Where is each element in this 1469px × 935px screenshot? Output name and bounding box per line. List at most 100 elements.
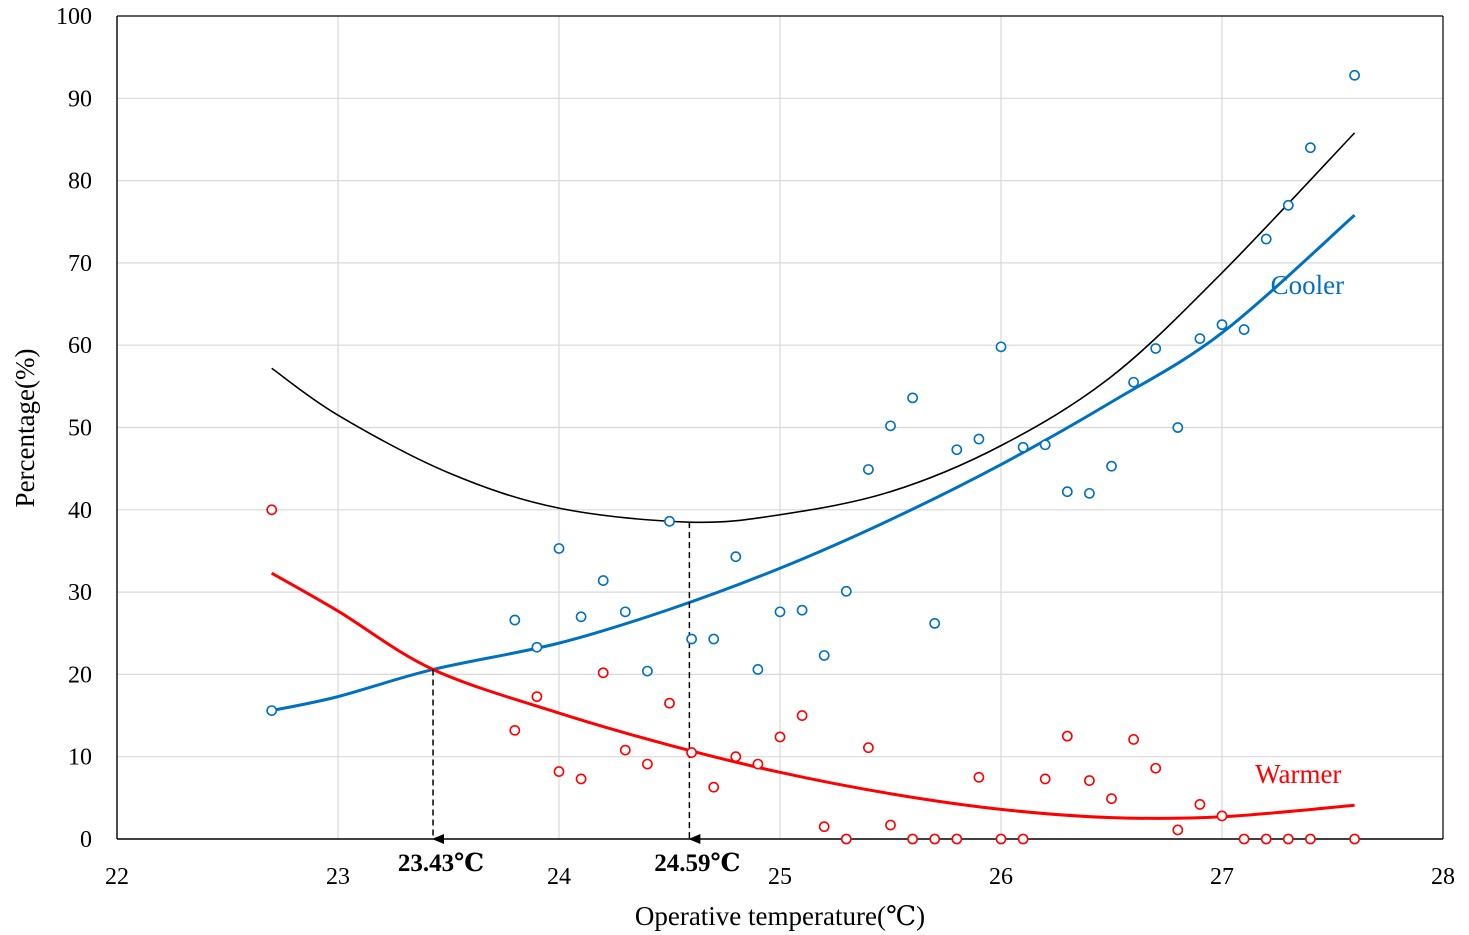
grid xyxy=(117,16,1443,839)
warmer-data-point xyxy=(863,742,874,754)
cooler-data-point xyxy=(973,433,985,445)
warmer-data-point xyxy=(1061,730,1073,742)
y-tick-label: 0 xyxy=(80,827,92,853)
warmer-data-point xyxy=(929,833,941,845)
cooler-data-point xyxy=(885,420,896,432)
cooler-data-point xyxy=(863,464,874,475)
warmer-data-point xyxy=(796,710,808,721)
cooler-data-point xyxy=(1039,439,1051,451)
warmer-data-point xyxy=(752,758,764,770)
cooler-data-point xyxy=(509,614,521,626)
cooler-data-point xyxy=(1128,376,1139,388)
warmer-data-point xyxy=(973,771,985,783)
annotation-label: 23.43℃ xyxy=(398,850,484,877)
y-tick-label: 80 xyxy=(68,169,92,195)
cooler-data-point xyxy=(1106,460,1117,472)
warmer-data-point xyxy=(575,773,587,785)
y-tick-label: 50 xyxy=(68,416,92,442)
x-tick-label: 25 xyxy=(768,864,792,890)
x-tick-label: 28 xyxy=(1431,864,1455,890)
y-tick-label: 20 xyxy=(68,662,92,688)
warmer-data-point xyxy=(531,691,543,703)
warmer-data-point xyxy=(1150,762,1162,774)
cooler-data-point xyxy=(730,551,742,563)
x-tick-label: 26 xyxy=(989,864,1013,890)
warmer-data-point xyxy=(885,819,896,831)
warmer-data-point xyxy=(730,751,742,763)
warmer-data-point xyxy=(1282,833,1294,845)
data-points xyxy=(266,69,1360,845)
x-tick-label: 24 xyxy=(547,864,571,890)
cooler-data-point xyxy=(907,392,918,404)
y-tick-label: 40 xyxy=(68,498,92,524)
cooler-data-point xyxy=(818,650,830,661)
warmer-data-point xyxy=(1128,734,1139,745)
cooler-data-point xyxy=(1260,233,1272,245)
warmer-data-point xyxy=(951,833,963,845)
warmer-data-point xyxy=(664,697,675,709)
cooler-data-point xyxy=(266,705,278,717)
warmer-data-point xyxy=(708,781,720,793)
cooler-data-point xyxy=(1172,422,1184,433)
cooler-data-point xyxy=(1150,343,1162,354)
cooler-data-point xyxy=(664,515,675,527)
y-tick-label: 90 xyxy=(68,86,92,112)
warmer-data-point xyxy=(1172,824,1184,836)
warmer-data-point xyxy=(1017,833,1029,845)
cooler-data-point xyxy=(1061,486,1073,498)
series-labels: Cooler Warmer xyxy=(1255,270,1344,789)
cooler-data-point xyxy=(575,611,587,623)
y-tick-label: 70 xyxy=(68,251,92,277)
warmer-data-point xyxy=(597,667,609,679)
y-tick-label: 30 xyxy=(68,580,92,606)
cooler-data-point xyxy=(1282,199,1294,211)
cooler-data-point xyxy=(1017,441,1029,453)
cooler-data-point xyxy=(995,341,1007,353)
annotation-label: 24.59℃ xyxy=(654,850,740,877)
x-tick-label: 22 xyxy=(105,864,129,890)
warmer-data-point xyxy=(686,747,697,758)
warmer-data-point xyxy=(1084,775,1095,786)
axes xyxy=(116,15,1444,840)
y-tick-label: 10 xyxy=(68,745,92,771)
y-tick-label: 60 xyxy=(68,333,92,359)
cooler-data-point xyxy=(1194,333,1206,345)
annotations xyxy=(432,522,701,844)
x-tick-label: 23 xyxy=(326,864,350,890)
cooler-data-point xyxy=(840,585,852,597)
cooler-data-point xyxy=(1305,142,1316,154)
warmer-data-point xyxy=(266,504,278,516)
cooler-data-point xyxy=(752,664,764,675)
cooler-data-point xyxy=(796,604,808,616)
cooler-data-point xyxy=(774,606,786,618)
warmer-data-point xyxy=(619,744,631,756)
cooler-data-point xyxy=(929,617,941,629)
warmer-data-point xyxy=(907,833,918,845)
cooler-data-point xyxy=(951,444,963,456)
cooler-data-point xyxy=(619,606,631,618)
warmer-data-point xyxy=(509,724,521,736)
x-tick-label: 27 xyxy=(1210,864,1234,890)
cooler-data-point xyxy=(708,633,720,645)
cooler-data-point xyxy=(1349,69,1360,81)
cooler-series-label: Cooler xyxy=(1271,270,1345,300)
warmer-data-point xyxy=(1039,773,1051,785)
warmer-data-point xyxy=(1106,793,1117,805)
cooler-data-point xyxy=(553,543,565,554)
warmer-data-point xyxy=(1349,833,1360,845)
warmer-data-point xyxy=(1216,810,1228,822)
cooler-data-point xyxy=(597,575,609,586)
warmer-series-label: Warmer xyxy=(1255,759,1341,789)
y-axis-title: Percentage(%) xyxy=(10,349,40,508)
warmer-data-point xyxy=(1194,799,1206,810)
warmer-data-point xyxy=(1238,833,1250,845)
warmer-data-point xyxy=(1260,833,1272,845)
warmer-data-point xyxy=(553,766,565,777)
x-axis-title: Operative temperature(℃) xyxy=(635,901,925,931)
cooler-data-point xyxy=(686,633,697,645)
warmer-data-point xyxy=(818,821,830,833)
cooler-data-point xyxy=(531,641,543,653)
tick-labels: 22 23 24 25 26 27 28 0 10 20 30 40 50 60 70 80 90 100 23.4… xyxy=(56,4,1455,890)
warmer-fit-curve xyxy=(270,571,1355,820)
